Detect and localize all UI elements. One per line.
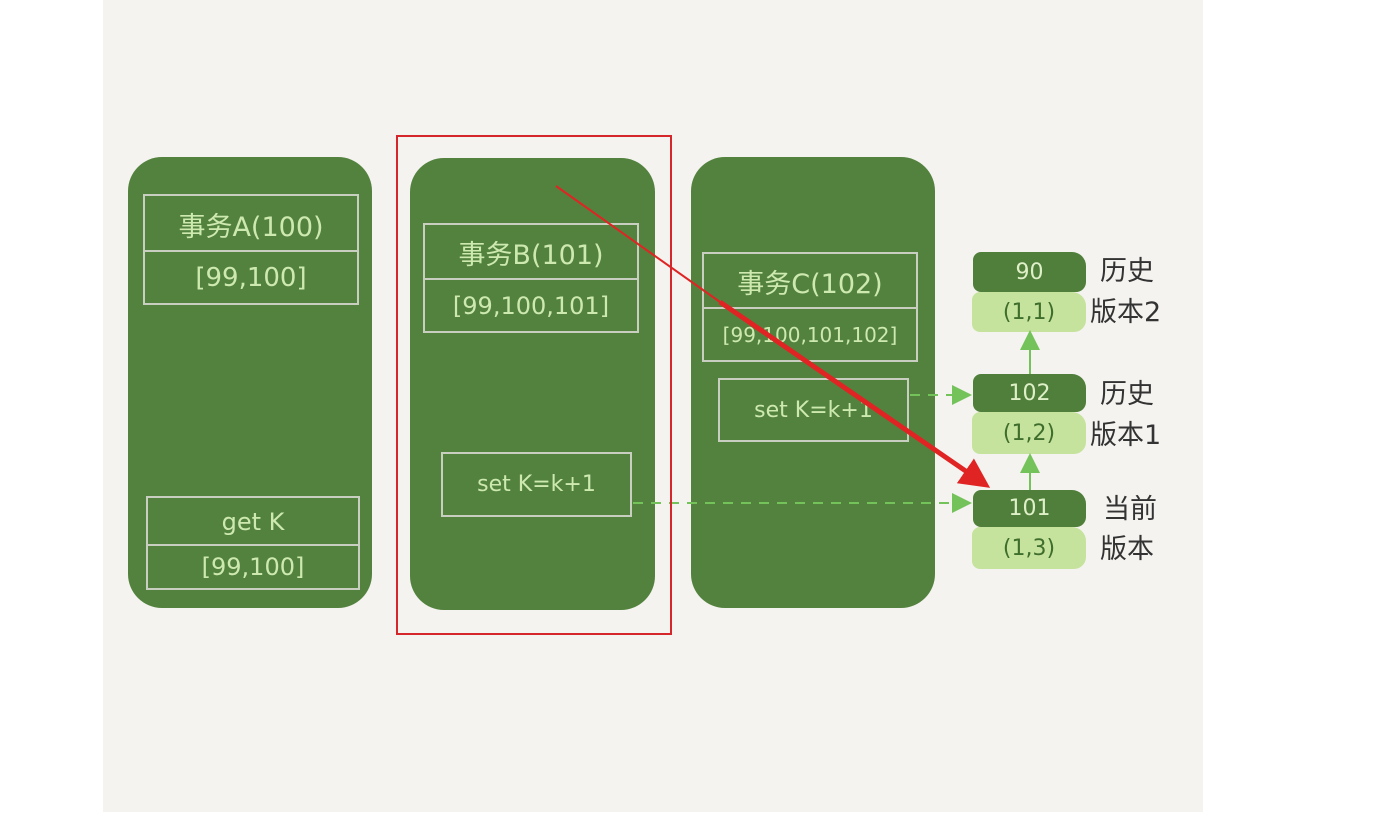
transaction-a-title: 事务A(100) (143, 194, 359, 252)
transaction-b-highlight (396, 135, 672, 635)
version-90-value: 90 (973, 252, 1086, 292)
transaction-b-panel (410, 158, 655, 610)
transaction-b-view: [99,100,101] (423, 278, 639, 333)
transaction-b-op: set K=k+1 (441, 452, 632, 517)
version-90-row: (1,1) (972, 292, 1086, 332)
transaction-a-panel (128, 157, 372, 608)
transaction-a-op-view: [99,100] (146, 544, 360, 590)
transaction-a-op: get K (146, 496, 360, 546)
version-1-label-line1: 历史 (1100, 379, 1154, 410)
version-2-label-line1: 历史 (1100, 256, 1154, 287)
red-pointer-thick (718, 299, 991, 488)
version-102-row: (1,2) (972, 412, 1086, 454)
current-version-label-line2: 版本 (1100, 534, 1154, 565)
version-2-label-line2: 版本2 (1090, 297, 1162, 328)
version-101-value: 101 (973, 490, 1086, 527)
write-connectors (633, 385, 972, 513)
transaction-b-title: 事务B(101) (423, 223, 639, 280)
version-102-value: 102 (973, 374, 1086, 412)
transaction-c-panel (691, 157, 935, 608)
version-101-row: (1,3) (972, 527, 1086, 569)
transaction-c-op: set K=k+1 (718, 378, 909, 442)
red-pointer-thin (555, 185, 721, 303)
transaction-c-title: 事务C(102) (702, 252, 918, 309)
version-1-label-line2: 版本1 (1090, 420, 1162, 451)
transaction-a-view: [99,100] (143, 250, 359, 305)
current-version-label-line1: 当前 (1103, 494, 1157, 525)
